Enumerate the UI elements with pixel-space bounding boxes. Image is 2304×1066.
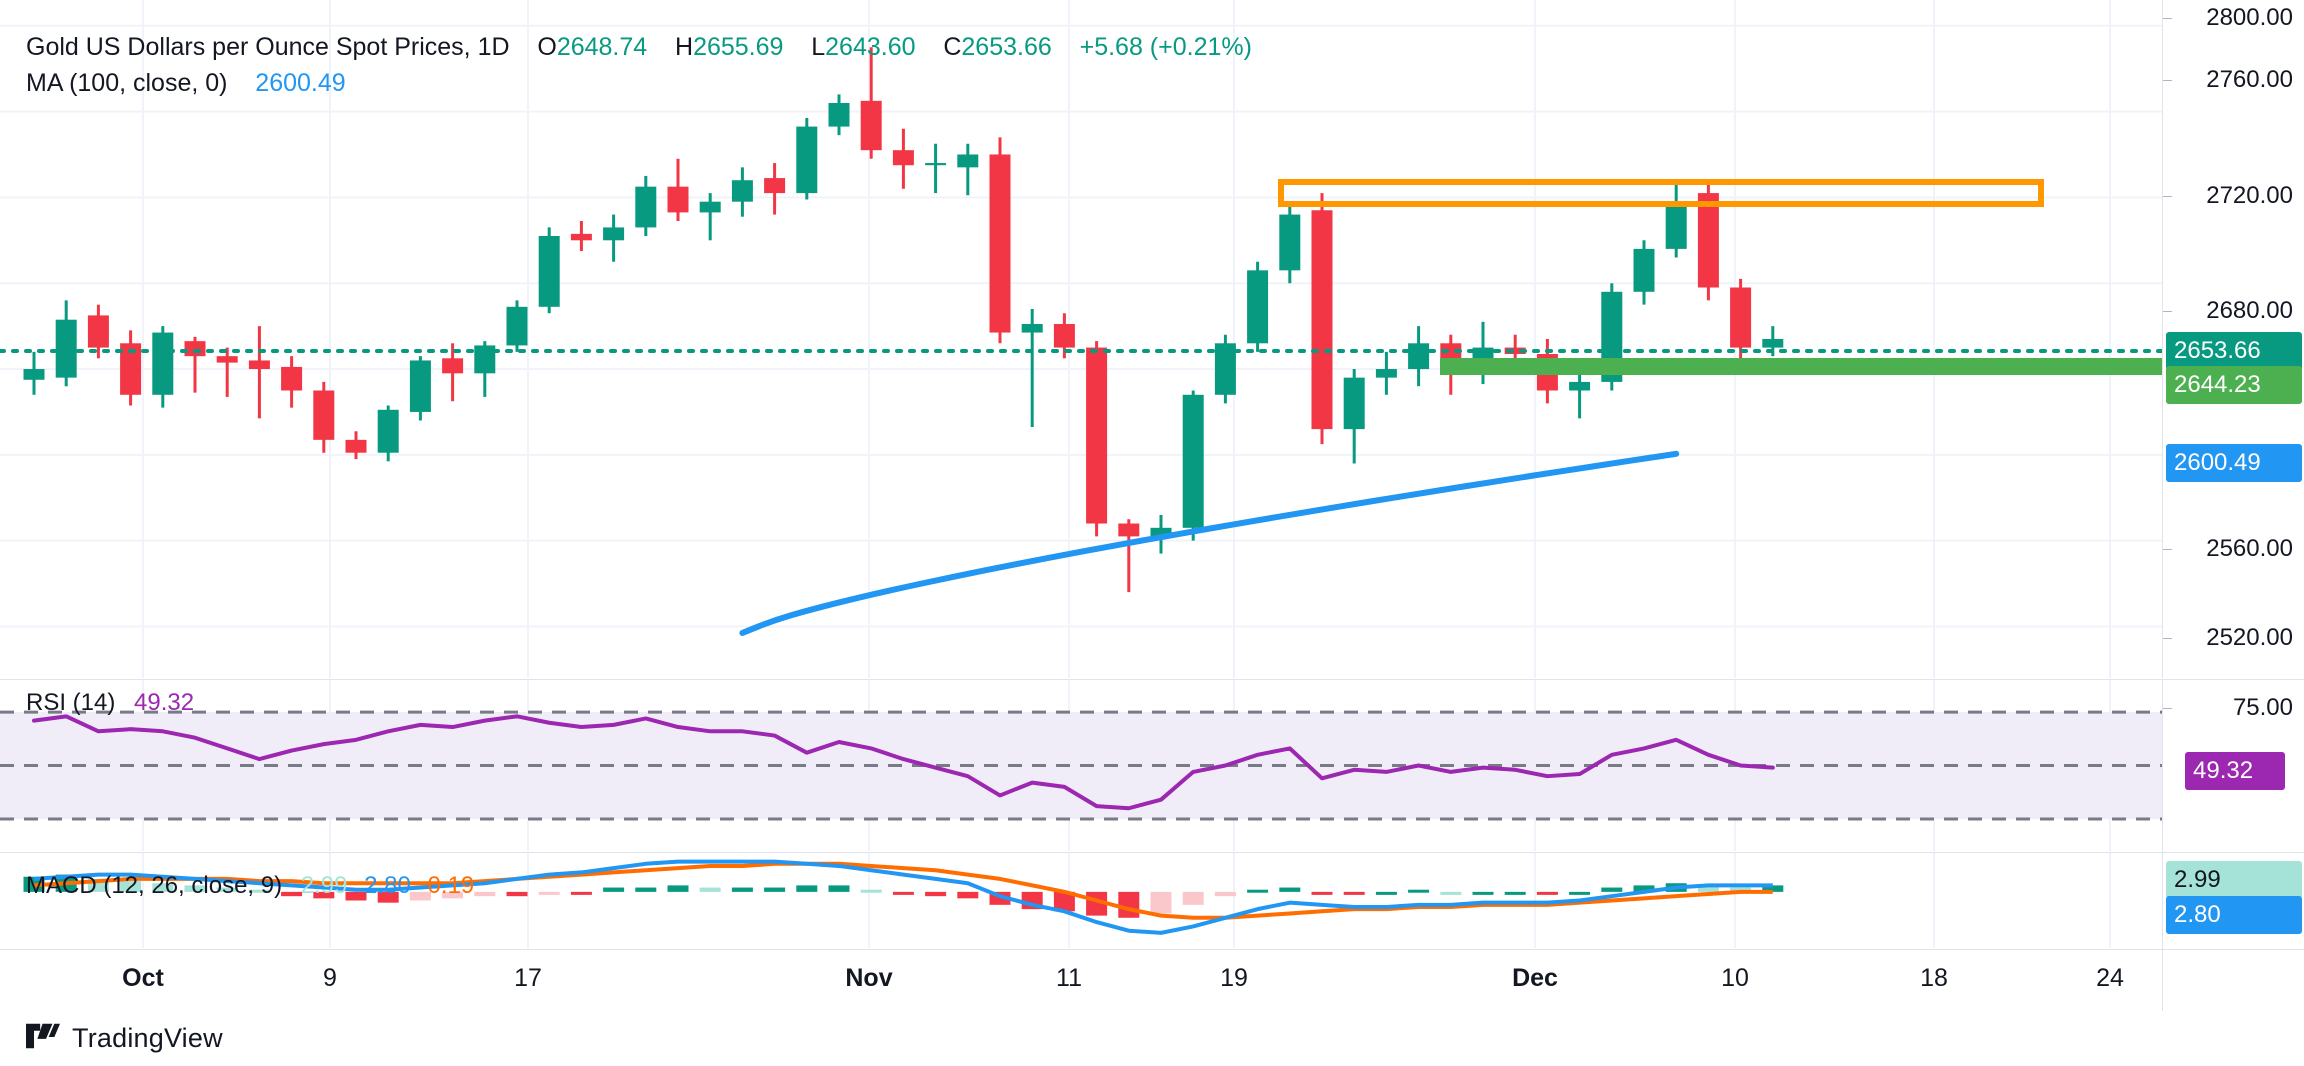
price-tick-label: 2560.00 — [2206, 535, 2293, 562]
time-axis-label[interactable]: 19 — [1220, 964, 1248, 992]
price-series-canvas — [0, 0, 2164, 678]
footer: TradingView — [0, 1011, 2304, 1066]
price-badge-blue[interactable]: 2600.49 — [2166, 444, 2302, 482]
time-axis-label[interactable]: Oct — [122, 964, 164, 992]
price-badge-green[interactable]: 2644.23 — [2166, 366, 2302, 404]
time-axis-label[interactable]: 11 — [1056, 964, 1082, 992]
price-tick-label: 2520.00 — [2206, 624, 2293, 651]
axis-corner — [2162, 949, 2304, 1012]
macd-plot-area[interactable] — [0, 853, 2162, 949]
tradingview-logo-icon — [26, 1023, 60, 1054]
time-axis-label[interactable]: 18 — [1920, 964, 1948, 992]
price-tick-dash — [2163, 549, 2172, 550]
time-axis-label[interactable]: 10 — [1721, 964, 1749, 992]
price-tick-dash — [2163, 638, 2172, 639]
rsi-pane[interactable]: 75.00 49.32 — [0, 679, 2304, 852]
price-tick-dash — [2163, 311, 2172, 312]
rsi-series-canvas — [0, 680, 2162, 851]
macd-pane[interactable]: 2.99 2.80 — [0, 852, 2304, 949]
macd-badge[interactable]: 2.80 — [2166, 896, 2302, 934]
price-tick-dash — [2163, 80, 2172, 81]
rsi-scale[interactable]: 75.00 49.32 — [2162, 680, 2304, 852]
time-axis-label[interactable]: Dec — [1512, 964, 1558, 992]
price-plot-area[interactable] — [0, 0, 2164, 678]
macd-scale[interactable]: 2.99 2.80 — [2162, 853, 2304, 949]
brand-name: TradingView — [72, 1023, 223, 1053]
rsi-badge[interactable]: 49.32 — [2185, 752, 2285, 790]
time-axis[interactable]: Oct 9 17 Nov 11 19 Dec 10 18 24 — [0, 949, 2162, 1012]
price-tick-dash — [2163, 18, 2172, 19]
macd-badge[interactable]: 2.99 — [2166, 861, 2302, 899]
price-tick-label: 2800.00 — [2206, 4, 2293, 31]
macd-series-canvas — [23, 853, 2111, 948]
price-tick-dash — [2163, 196, 2172, 197]
time-axis-label[interactable]: 17 — [514, 964, 542, 992]
price-tick-label: 2680.00 — [2206, 297, 2293, 324]
rsi-tick-label: 75.00 — [2232, 694, 2293, 721]
rsi-tick-dash — [2163, 708, 2172, 709]
time-axis-label[interactable]: 24 — [2096, 964, 2124, 992]
price-pane[interactable]: 2800.00 2760.00 2720.00 2680.00 2560.00 2520.… — [0, 0, 2304, 678]
time-axis-label[interactable]: 9 — [323, 964, 337, 992]
price-badge-teal[interactable]: 2653.66 — [2166, 332, 2302, 370]
rsi-plot-area[interactable] — [0, 680, 2162, 852]
price-tick-label: 2760.00 — [2206, 66, 2293, 93]
price-tick-label: 2720.00 — [2206, 182, 2293, 209]
price-scale[interactable]: 2800.00 2760.00 2720.00 2680.00 2560.00 2520.… — [2162, 0, 2304, 678]
time-axis-label[interactable]: Nov — [845, 964, 893, 992]
